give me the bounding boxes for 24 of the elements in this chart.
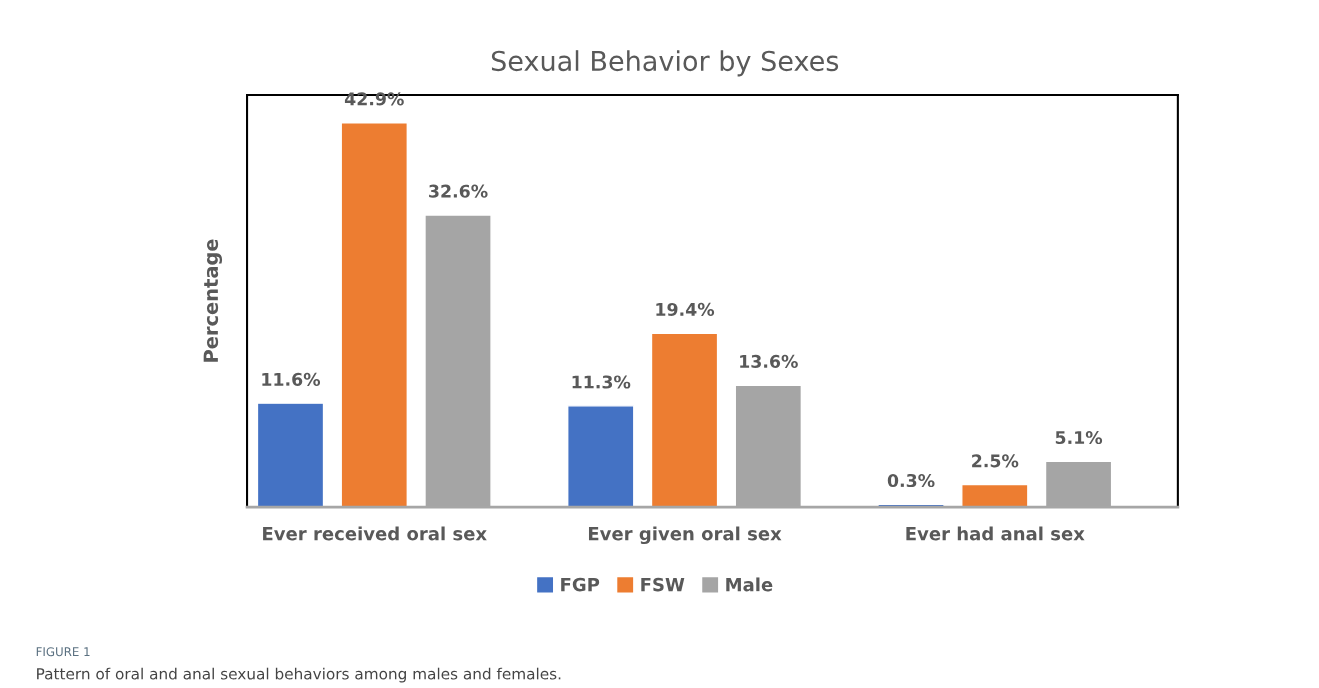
legend-label: FSW	[641, 577, 685, 592]
data-label: 13.6%	[740, 354, 798, 368]
x-tick-label: Ever received oral sex	[263, 526, 487, 541]
bar	[340, 122, 408, 508]
y-axis-title: Percentage	[203, 239, 223, 362]
caption: FIGURE 1	[36, 647, 90, 657]
data-label: 11.6%	[262, 372, 321, 386]
data-label: 19.4%	[656, 302, 715, 316]
chart-title: Sexual Behavior by Sexes	[491, 50, 839, 77]
data-label: 42.9%	[344, 92, 404, 106]
x-tick-label: Ever given oral sex	[588, 526, 782, 545]
bar	[650, 332, 719, 508]
data-label: 0.3%	[887, 473, 935, 488]
bar	[961, 483, 1029, 508]
legend-label: FGP	[561, 577, 600, 592]
legend-label: Male	[726, 577, 773, 592]
data-label: 5.1%	[1055, 430, 1103, 445]
bar	[567, 405, 635, 508]
data-label: 2.5%	[972, 454, 1019, 468]
bar	[256, 402, 325, 508]
data-label: 11.3%	[572, 375, 631, 389]
data-label: 32.6%	[429, 184, 488, 198]
text: Pattern of oral and anal sexual behaviors among males and females.	[37, 667, 561, 683]
x-tick-label: Ever had anal sex	[906, 526, 1085, 541]
